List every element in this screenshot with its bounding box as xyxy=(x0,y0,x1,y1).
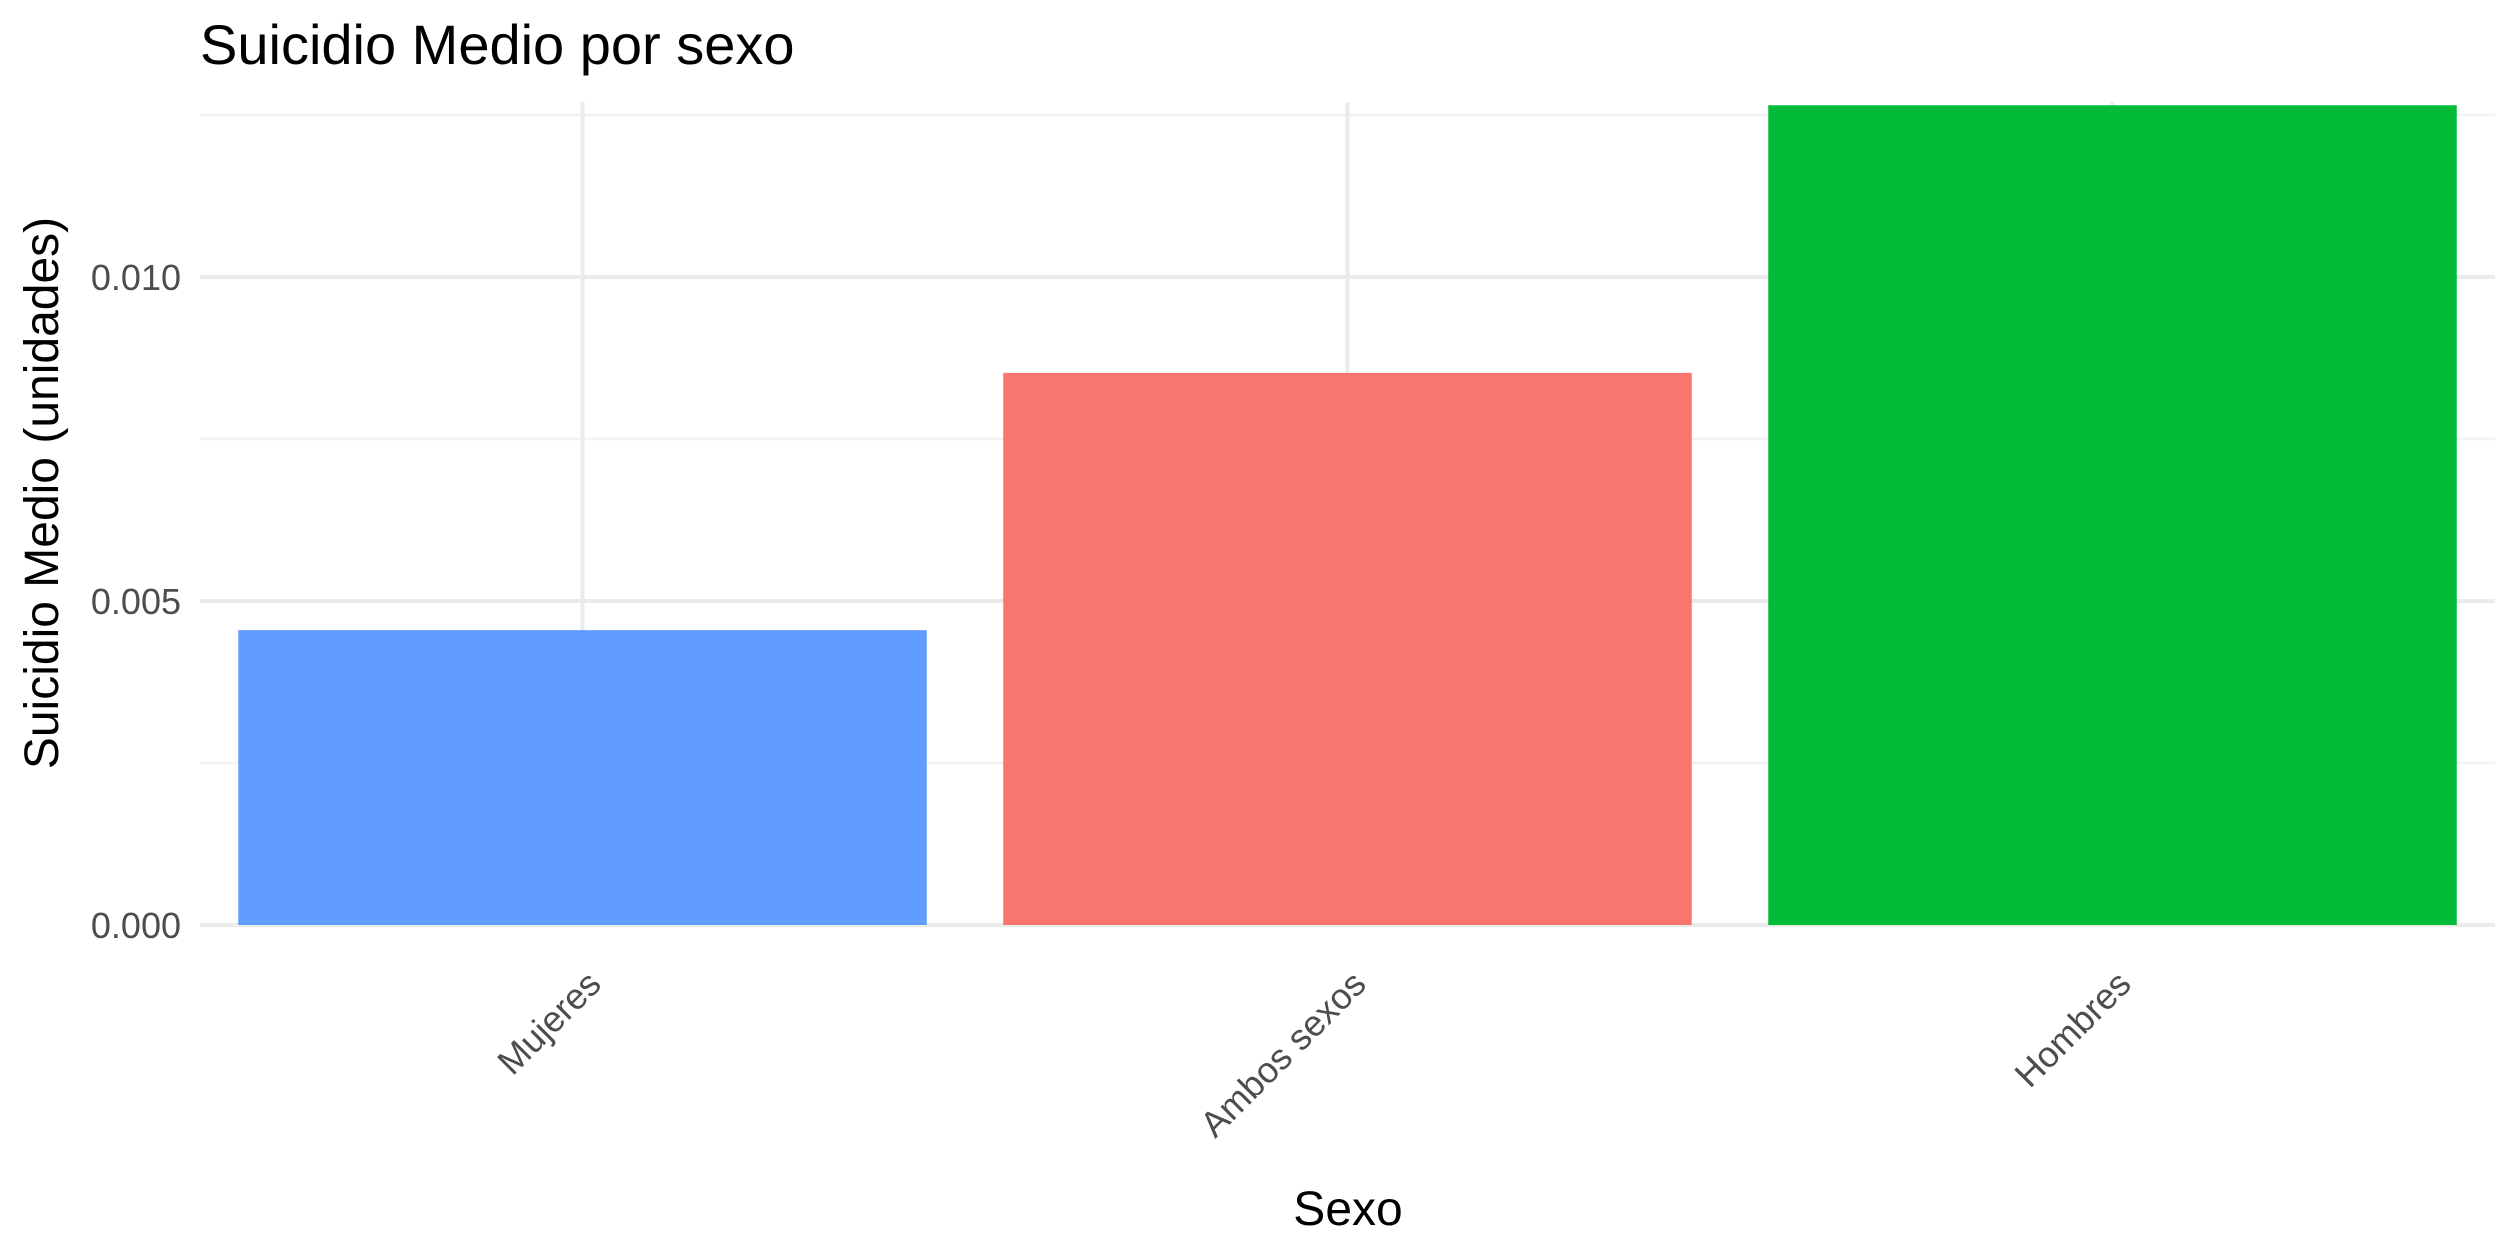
x-tick-label: Mujeres xyxy=(489,963,609,1083)
bar-hombres xyxy=(1768,105,2457,925)
bar-mujeres xyxy=(238,630,927,925)
y-tick-label: 0.010 xyxy=(91,257,181,298)
y-axis-ticks: 0.000 0.005 0.010 xyxy=(91,257,181,946)
x-axis-label: Sexo xyxy=(1293,1183,1402,1236)
y-tick-label: 0.005 xyxy=(91,581,181,622)
y-axis-label: Suicidio Medio (unidades) xyxy=(16,217,69,769)
bars xyxy=(238,105,2457,925)
x-axis-ticks: Mujeres Ambos sexos Hombres xyxy=(489,963,2139,1145)
x-tick-label: Hombres xyxy=(2006,963,2138,1095)
chart-title: Suicidio Medio por sexo xyxy=(200,13,795,76)
bar-ambos-sexos xyxy=(1003,372,1692,925)
y-tick-label: 0.000 xyxy=(91,905,181,946)
x-tick-label: Ambos sexos xyxy=(1192,963,1374,1145)
